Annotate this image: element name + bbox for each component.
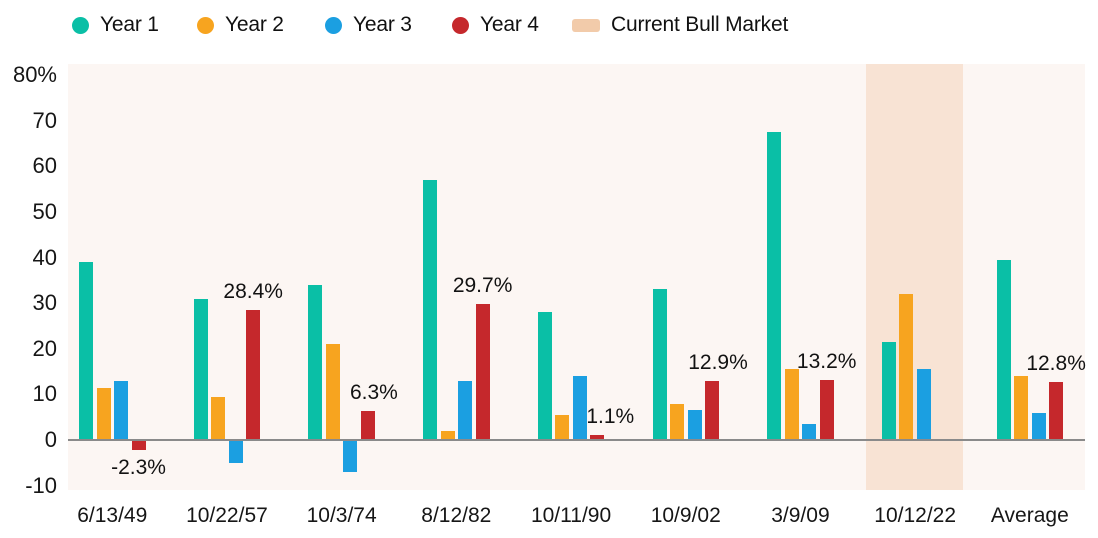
x-axis-label-10-12-22: 10/12/22: [874, 504, 957, 527]
bar-year3-10-3-74: [343, 440, 358, 472]
bar-year3-Average: [1031, 412, 1046, 440]
bar-year4-10-3-74: [360, 411, 375, 440]
legend-label: Year 4: [480, 13, 539, 36]
y-axis-tick: 80%: [12, 62, 57, 87]
x-axis-label-10-3-74: 10/3/74: [306, 504, 377, 527]
bar-year4-3-9-09: [819, 379, 834, 440]
bar-year4-8-12-82: [475, 304, 490, 440]
y-axis-tick: 30: [32, 290, 57, 316]
bar-year1-10-9-02: [652, 289, 667, 440]
legend-item-year-1: Year 1: [72, 6, 159, 44]
bar-year4-6-13-49: [131, 440, 146, 451]
x-axis-label-average: Average: [990, 504, 1069, 527]
bar-year1-6-13-49: [79, 262, 93, 440]
legend-item-year-2: Year 2: [197, 6, 284, 44]
legend-dot-icon: [325, 16, 342, 34]
bar-year1-10-3-74: [308, 284, 323, 440]
legend-label: Year 2: [225, 13, 284, 36]
bar-year1-Average: [996, 259, 1011, 440]
legend-item-year-4: Year 4: [452, 6, 539, 44]
bar-year2-10-3-74: [325, 344, 340, 440]
bar-year4-10-11-90: [590, 434, 605, 440]
legend-label: Year 1: [100, 13, 159, 36]
bar-year1-3-9-09: [767, 132, 782, 440]
y-axis-tick: 50: [32, 198, 57, 224]
legend-dot-icon: [452, 16, 469, 34]
x-axis-label-10-22-57: 10/22/57: [186, 504, 268, 527]
legend-label: Year 3: [353, 13, 412, 36]
bar-year4-10-9-02: [705, 381, 719, 440]
bar-year2-Average: [1014, 376, 1029, 440]
legend-item-current-bull-market: Current Bull Market: [572, 6, 788, 44]
data-label-year4-3-9-09: 13.2%: [796, 349, 857, 373]
y-axis-tick: 40: [32, 244, 57, 270]
data-label-year4-10-3-74: 6.3%: [349, 381, 398, 405]
bar-year1-10-12-22: [881, 341, 896, 440]
bar-year3-6-13-49: [114, 380, 128, 440]
legend-dot-icon: [197, 16, 214, 34]
chart-legend: Year 1 Year 2 Year 3 Year 4 Current Bull Mar…: [0, 6, 1098, 44]
legend-dot-icon: [72, 16, 89, 34]
bar-year1-8-12-82: [423, 179, 438, 440]
bar-year1-10-22-57: [193, 298, 208, 440]
bar-year2-6-13-49: [96, 387, 111, 440]
bar-year3-10-11-90: [572, 376, 587, 440]
bar-year4-Average: [1049, 381, 1064, 440]
data-label-year4-10-9-02: 12.9%: [688, 351, 748, 375]
x-axis-label-10-9-02: 10/9/02: [650, 504, 721, 527]
x-axis-label-3-9-09: 3/9/09: [771, 504, 830, 527]
y-axis-tick: 0: [44, 427, 57, 452]
data-label-year4-10-22-57: 28.4%: [223, 280, 283, 304]
x-axis-zero-line: [68, 439, 1085, 441]
bar-year3-10-12-22: [916, 369, 931, 440]
y-axis-tick: 60: [32, 153, 57, 179]
data-label-year4-Average: 12.8%: [1026, 351, 1086, 375]
bar-year2-3-9-09: [784, 369, 799, 440]
bar-year3-10-9-02: [687, 410, 702, 440]
x-axis-label-6-13-49: 6/13/49: [77, 504, 148, 527]
bar-year2-8-12-82: [440, 430, 455, 440]
data-label-year4-6-13-49: -2.3%: [111, 456, 166, 480]
bar-year3-8-12-82: [458, 380, 473, 440]
legend-item-year-3: Year 3: [325, 6, 412, 44]
bar-year2-10-22-57: [211, 396, 226, 440]
data-label-year4-10-11-90: 1.1%: [586, 404, 635, 428]
data-label-year4-8-12-82: 29.7%: [452, 274, 513, 298]
bar-year2-10-12-22: [899, 294, 914, 440]
bar-year2-10-11-90: [555, 414, 570, 440]
bar-year4-10-22-57: [246, 310, 261, 440]
bar-year3-3-9-09: [802, 424, 817, 440]
bar-year1-10-11-90: [537, 312, 552, 440]
y-axis-tick: 10: [32, 381, 57, 407]
bar-year2-10-9-02: [670, 403, 684, 440]
y-axis-tick: -10: [25, 472, 57, 498]
x-axis-label-8-12-82: 8/12/82: [421, 504, 492, 527]
y-axis-tick: 20: [32, 335, 57, 361]
legend-label: Current Bull Market: [611, 13, 789, 36]
legend-band-swatch-icon: [572, 18, 600, 32]
x-axis-label-10-11-90: 10/11/90: [530, 504, 612, 527]
bar-year3-10-22-57: [228, 440, 243, 463]
y-axis-tick: 70: [32, 107, 57, 133]
